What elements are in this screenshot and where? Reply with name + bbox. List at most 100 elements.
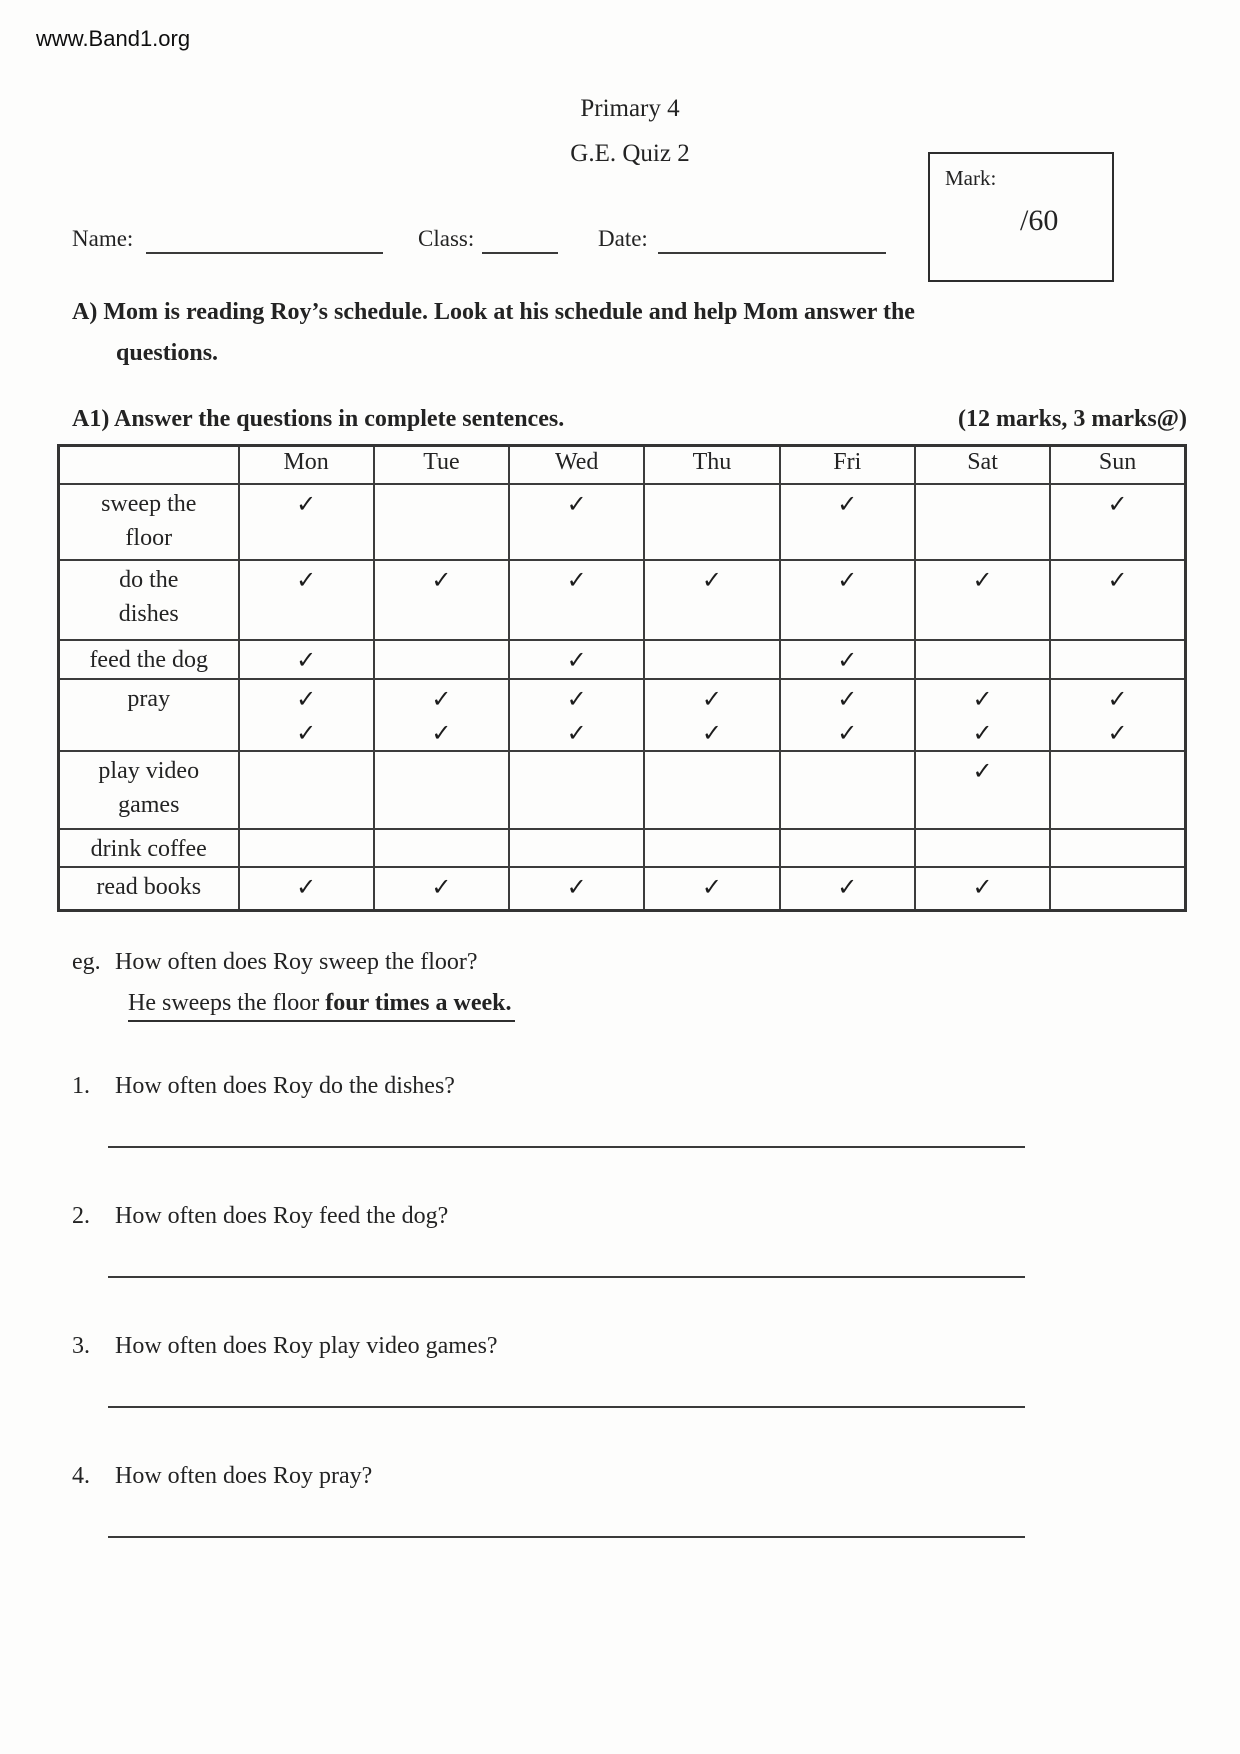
check-icon: ✓ bbox=[431, 565, 452, 594]
check-icon: ✓ bbox=[701, 872, 723, 901]
date-label: Date: bbox=[598, 226, 648, 251]
check-icon: ✓ bbox=[837, 645, 858, 674]
check-icon: ✓ bbox=[972, 718, 993, 747]
check-icon: ✓ bbox=[1107, 489, 1128, 518]
mark-total: /60 bbox=[1020, 204, 1059, 237]
check-cell bbox=[643, 827, 781, 868]
mark-box: Mark: /60 bbox=[928, 152, 1114, 282]
check-cell bbox=[778, 827, 916, 868]
check-icon: ✓ bbox=[1107, 684, 1128, 713]
check-cell: ✓ bbox=[778, 482, 916, 561]
example-answer: He sweeps the floor four times a week. bbox=[128, 989, 516, 1022]
example-prefix: eg. bbox=[72, 949, 101, 975]
check-cell bbox=[237, 827, 375, 868]
activity-cell: feed the dog bbox=[57, 638, 240, 680]
check-icon: ✓ bbox=[972, 684, 993, 713]
schedule-table-wrap: Mon Tue Wed Thu Fri Sat Sun sweep the floor ✓ ✓ ✓ ✓… bbox=[57, 444, 1187, 912]
check-icon: ✓ bbox=[972, 756, 993, 785]
page-title: Primary 4 bbox=[580, 95, 680, 122]
check-icon: ✓ bbox=[296, 489, 317, 518]
example-question-row: eg. How often does Roy sweep the floor? bbox=[72, 948, 515, 976]
section-a-line2: questions. bbox=[116, 340, 219, 366]
activity-label: feed the dog bbox=[89, 646, 209, 673]
check-cell: ✓ bbox=[1049, 482, 1187, 561]
check-icon: ✓ bbox=[701, 684, 723, 713]
check-cell: ✓ bbox=[237, 482, 375, 561]
section-a1-header: A1) Answer the questions in complete sen… bbox=[72, 406, 1187, 433]
check-cell: ✓ bbox=[913, 558, 1052, 641]
check-icon: ✓ bbox=[566, 684, 587, 713]
activity-label: pray bbox=[127, 685, 171, 712]
check-icon: ✓ bbox=[837, 872, 858, 901]
check-icon: ✓ bbox=[296, 872, 317, 901]
check-cell bbox=[1049, 749, 1187, 830]
question-number: 3. bbox=[72, 1333, 90, 1359]
check-cell: ✓ bbox=[508, 865, 646, 912]
check-cell bbox=[372, 482, 511, 561]
check-cell bbox=[643, 482, 781, 561]
day-header-cell: Fri bbox=[778, 444, 916, 485]
answer-blank-line bbox=[108, 1406, 1025, 1408]
check-icon: ✓ bbox=[1107, 565, 1128, 594]
title-block: Primary 4 G.E. Quiz 2 bbox=[0, 96, 1240, 167]
day-header-cell: Sun bbox=[1049, 444, 1187, 485]
check-cell bbox=[778, 749, 916, 830]
schedule-table: Mon Tue Wed Thu Fri Sat Sun sweep the floor ✓ ✓ ✓ ✓… bbox=[57, 444, 1187, 912]
check-cell bbox=[508, 749, 646, 830]
a1-marks: (12 marks, 3 marks@) bbox=[958, 406, 1187, 432]
check-cell bbox=[372, 749, 511, 830]
check-icon: ✓ bbox=[566, 565, 587, 594]
table-row: feed the dog ✓ ✓ ✓ bbox=[57, 638, 1187, 680]
check-cell bbox=[372, 638, 511, 680]
check-icon: ✓ bbox=[566, 872, 587, 901]
check-cell: ✓ bbox=[913, 749, 1052, 830]
check-cell bbox=[913, 827, 1052, 868]
class-blank-line bbox=[482, 228, 558, 254]
watermark: www.Band1.org bbox=[36, 26, 191, 51]
answer-blank-line bbox=[108, 1276, 1025, 1278]
activity-cell: read books bbox=[57, 865, 240, 912]
corner-cell bbox=[57, 444, 240, 485]
day-header-cell: Sat bbox=[913, 444, 1052, 485]
activity-label: sweep the bbox=[101, 490, 197, 517]
question-number: 2. bbox=[72, 1203, 90, 1229]
check-cell: ✓ bbox=[913, 865, 1052, 912]
check-icon: ✓ bbox=[566, 718, 587, 747]
check-cell: ✓ bbox=[778, 638, 916, 680]
check-cell bbox=[913, 638, 1052, 680]
question-text: How often does Roy pray? bbox=[115, 1463, 373, 1489]
check-cell bbox=[913, 482, 1052, 561]
answer-blank-line bbox=[108, 1536, 1025, 1538]
activity-label: floor bbox=[125, 524, 173, 551]
check-icon: ✓ bbox=[296, 718, 317, 747]
check-cell bbox=[1049, 865, 1187, 912]
table-row: do the dishes ✓ ✓ ✓ ✓ ✓ ✓ ✓ bbox=[57, 558, 1187, 641]
check-cell: ✓ ✓ bbox=[643, 677, 781, 752]
question-text: How often does Roy do the dishes? bbox=[115, 1073, 455, 1099]
activity-label: do the bbox=[119, 566, 179, 593]
table-row: drink coffee bbox=[57, 827, 1187, 868]
question-number: 4. bbox=[72, 1463, 90, 1489]
check-icon: ✓ bbox=[431, 718, 452, 747]
schedule-table-body: sweep the floor ✓ ✓ ✓ ✓ do the dishes ✓ ✓ ✓ ✓ ✓ ✓ ✓ fee… bbox=[57, 482, 1187, 912]
questions-list: 1. How often does Roy do the dishes? 2. How… bbox=[72, 1072, 1052, 1592]
question-text: How often does Roy feed the dog? bbox=[115, 1203, 449, 1229]
check-icon: ✓ bbox=[837, 684, 858, 713]
check-cell: ✓ ✓ bbox=[508, 677, 646, 752]
activity-label: drink coffee bbox=[90, 835, 207, 862]
check-cell: ✓ ✓ bbox=[778, 677, 916, 752]
check-icon: ✓ bbox=[701, 565, 723, 594]
check-cell: ✓ bbox=[237, 865, 375, 912]
check-icon: ✓ bbox=[566, 489, 587, 518]
check-cell: ✓ bbox=[237, 638, 375, 680]
example-question: How often does Roy sweep the floor? bbox=[115, 949, 478, 975]
student-info-row: Name: Class: Date: bbox=[0, 226, 1240, 272]
check-cell: ✓ bbox=[778, 558, 916, 641]
check-cell: ✓ bbox=[643, 865, 781, 912]
example-answer-regular: He sweeps the floor bbox=[128, 990, 326, 1016]
check-cell: ✓ ✓ bbox=[237, 677, 375, 752]
check-cell: ✓ bbox=[237, 558, 375, 641]
question-text: How often does Roy play video games? bbox=[115, 1333, 498, 1359]
example-answer-bold: four times a week. bbox=[325, 990, 512, 1016]
